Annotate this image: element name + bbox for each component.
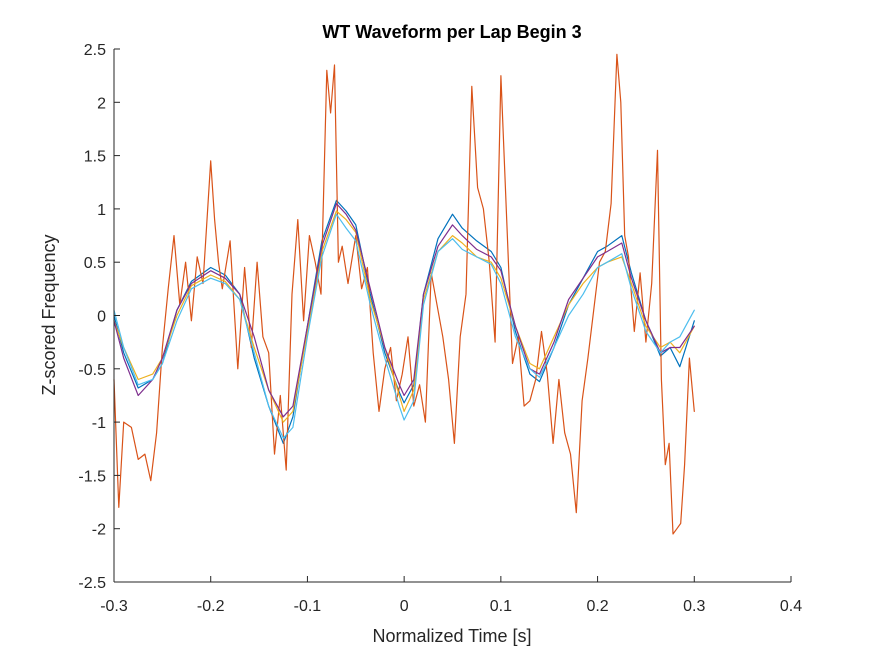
x-tick-label: 0 [400, 598, 409, 615]
series-line-2 [113, 53, 695, 535]
chart-title: WT Waveform per Lap Begin 3 [322, 22, 581, 42]
y-tick-label: -0.5 [78, 362, 106, 379]
plot-background [114, 49, 791, 582]
y-tick-label: 0 [97, 309, 106, 326]
x-tick-label: -0.1 [294, 598, 322, 615]
x-ticks: -0.3 -0.2 -0.1 0 0.1 0.2 0.3 0.4 [100, 576, 802, 615]
y-tick-label: 2 [97, 95, 106, 112]
x-tick-label: 0.1 [490, 598, 512, 615]
y-ticks: -2.5 -2 -1.5 -1 -0.5 0 0.5 1 1.5 2 2.5 [78, 42, 120, 592]
y-tick-label: 2.5 [84, 42, 106, 59]
y-axis-title: Z-scored Frequency [39, 234, 59, 395]
series-layer [113, 53, 695, 535]
x-tick-label: 0.3 [683, 598, 705, 615]
y-tick-label: -2 [92, 522, 106, 539]
x-tick-label: 0.4 [780, 598, 802, 615]
x-axis-title: Normalized Time [s] [372, 626, 531, 646]
y-tick-label: 0.5 [84, 255, 106, 272]
series-line-5 [113, 213, 695, 439]
y-tick-label: 1.5 [84, 149, 106, 166]
series-line-4 [113, 203, 695, 418]
y-tick-label: -1 [92, 415, 106, 432]
x-tick-label: 0.2 [586, 598, 608, 615]
y-tick-label: -2.5 [78, 575, 106, 592]
y-tick-label: 1 [97, 202, 106, 219]
x-tick-label: -0.2 [197, 598, 225, 615]
series-line-1 [113, 199, 695, 444]
y-tick-label: -1.5 [78, 468, 106, 485]
x-tick-label: -0.3 [100, 598, 128, 615]
